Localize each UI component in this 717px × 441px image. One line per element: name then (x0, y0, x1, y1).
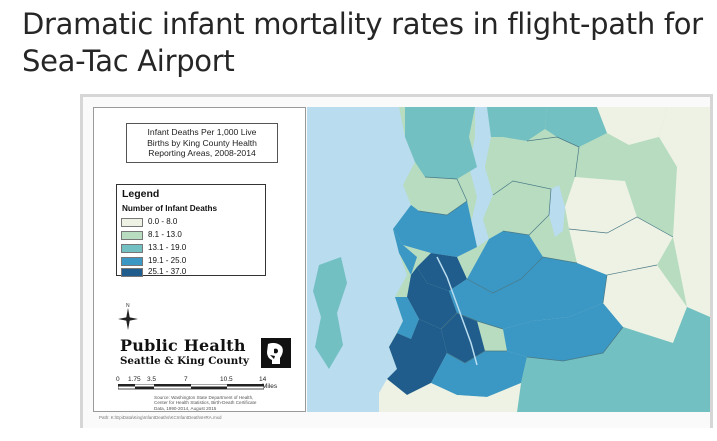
scale-tick-label: 14 (259, 376, 267, 383)
area-auburn (431, 351, 527, 397)
area-shoreline (411, 177, 467, 215)
source-line: Data, 1990-2014, August 2015 (154, 405, 217, 411)
public-health-logo: Public Health Seattle & King County (120, 336, 302, 374)
logo-line1: Public Health (120, 336, 246, 355)
scale-tick-label: 1.75 (128, 376, 141, 383)
area-tukwila (407, 267, 457, 329)
logo-line2: Seattle & King County (120, 355, 250, 367)
legend-item: 0.0 - 8.0 (121, 217, 261, 228)
scale-tick-label: 0 (116, 376, 120, 383)
legend-item: 13.1 - 19.0 (121, 243, 261, 254)
area-east-rural (659, 107, 710, 317)
area-enumclaw (517, 307, 710, 412)
area-seatac-kent (441, 313, 485, 363)
scale-tick-label: 3.5 (147, 376, 157, 383)
area-woodinville (597, 107, 667, 145)
legend-swatch (121, 218, 143, 227)
river (436, 256, 478, 366)
area-renton (467, 231, 543, 293)
area-federal-way (387, 319, 447, 395)
area-issaquah (569, 217, 673, 275)
legend-label: 0.0 - 8.0 (148, 217, 178, 226)
area-northeast-rural (625, 137, 677, 193)
legend-label: 25.1 - 37.0 (148, 267, 187, 276)
legend-label: 19.1 - 25.0 (148, 256, 187, 265)
health-emblem-icon (261, 338, 291, 368)
area-north-east (487, 107, 547, 141)
legend-swatch (121, 268, 143, 277)
area-south-rural (387, 379, 521, 412)
area-maple-valley (603, 265, 687, 343)
reporting-area-boundaries (418, 136, 674, 364)
legend-subtitle: Number of Infant Deaths (122, 204, 218, 213)
area-seattle-north (405, 107, 477, 179)
scale-tick-label: 10.5 (220, 376, 233, 383)
north-label: N (126, 303, 130, 309)
area-kent-east (449, 257, 607, 329)
legend-swatch (121, 257, 143, 266)
vashon-island (313, 257, 347, 369)
area-west-seattle (393, 229, 417, 275)
area-kirkland (485, 137, 535, 195)
slide-title: Dramatic infant mortality rates in fligh… (22, 7, 703, 78)
area-bothell (545, 107, 607, 147)
legend-swatch (121, 244, 143, 253)
map-title-line: Reporting Areas, 2008-2014 (148, 148, 256, 158)
choropleth-map (307, 107, 710, 412)
legend: Legend Number of Infant Deaths 0.0 - 8.0… (116, 184, 266, 277)
scale-tick-label: 7 (184, 376, 188, 383)
area-covington (503, 303, 623, 361)
lake-sammamish-water (549, 185, 565, 237)
map-title-box: Infant Deaths Per 1,000 Live Births by K… (126, 123, 278, 163)
legend-swatch (121, 231, 143, 240)
scale-unit: Miles (262, 383, 278, 390)
area-burien (395, 297, 419, 339)
source-line: Source: Washington State Department of H… (154, 395, 254, 400)
source-note: Source: Washington State Department of H… (154, 395, 284, 411)
area-sammamish (565, 177, 637, 233)
legend-item: 8.1 - 13.0 (121, 230, 261, 241)
area-southeast-seattle (417, 253, 467, 291)
legend-label: 13.1 - 19.0 (148, 243, 187, 252)
north-arrow-icon: N (118, 303, 138, 330)
lake-washington-water (469, 107, 493, 247)
scale-bar: 0 1.75 3.5 7 10.5 14 Miles (116, 376, 296, 396)
legend-item: 19.1 - 25.0 (121, 256, 261, 267)
map-title-line: Births by King County Health (147, 137, 257, 148)
map-figure: Infant Deaths Per 1,000 Live Births by K… (80, 94, 713, 428)
legend-label: 8.1 - 13.0 (148, 230, 182, 239)
legend-item: 25.1 - 37.0 (121, 265, 261, 277)
area-central-seattle (393, 201, 477, 257)
legend-title: Legend (122, 188, 160, 200)
area-redmond (527, 137, 579, 189)
file-path-footer: Path: K:\EpiData\King\InfantDeaths\KCInf… (99, 415, 222, 420)
area-bellevue (483, 181, 551, 239)
map-title-line: Infant Deaths Per 1,000 Live (147, 127, 257, 137)
area-sw-coast (379, 379, 387, 412)
scale-bar-graphic (118, 384, 264, 390)
source-line: Center for Health Statistics, Birth-Deat… (154, 400, 257, 406)
map-info-panel: Infant Deaths Per 1,000 Live Births by K… (93, 107, 306, 412)
